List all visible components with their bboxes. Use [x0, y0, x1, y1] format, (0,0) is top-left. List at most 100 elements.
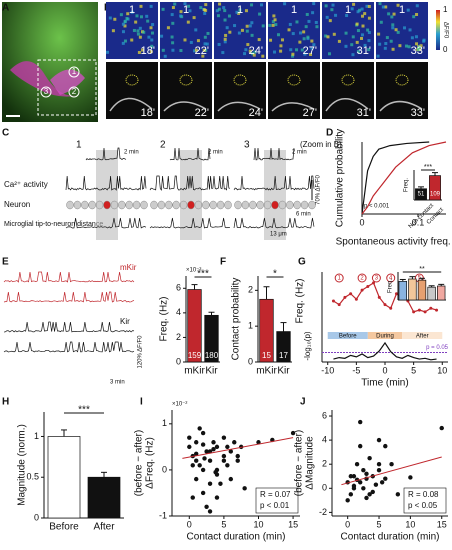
heatmap-speck [304, 25, 308, 29]
heatmap-speck [126, 12, 130, 16]
heatmap-speck [204, 48, 208, 52]
heatmap-speck [137, 50, 141, 54]
stats-label: R = 0.08 [408, 490, 439, 499]
heatmap-speck [379, 20, 383, 24]
scale-label: 6 min [296, 212, 311, 218]
series-line [333, 341, 437, 361]
neuron [172, 200, 180, 210]
point [343, 295, 347, 299]
heatmap-speck [306, 35, 310, 39]
heatmap-speck [222, 6, 226, 10]
heatmap-speck [367, 16, 371, 20]
y-tick-label: 0 [176, 356, 181, 366]
heatmap-speck [111, 29, 115, 33]
neuron [308, 200, 316, 210]
heatmap-speck [345, 14, 349, 18]
heatmap-speck [404, 44, 408, 48]
neuron [249, 200, 257, 210]
roi-label: 1 [291, 4, 297, 16]
point [331, 299, 335, 303]
gray-tile [376, 62, 428, 119]
n-label: 180 [205, 351, 219, 360]
heatmap-speck [196, 39, 200, 43]
heatmap-speck [307, 19, 311, 23]
heatmap-speck [299, 31, 303, 35]
neuron [224, 200, 232, 210]
heatmap-speck [288, 22, 292, 26]
colorbar [436, 10, 440, 50]
heatmap-speck [194, 48, 198, 52]
micrograph [2, 2, 98, 122]
x-axis-label: Spontaneous activity freq. (Hz) [336, 237, 452, 248]
x-tick-label: -5 [352, 365, 360, 375]
point [370, 489, 375, 495]
heatmap-speck [123, 39, 127, 43]
heatmap-speck [171, 41, 175, 45]
time-label: 31' [357, 107, 371, 119]
heatmap-speck [363, 43, 367, 47]
point [373, 482, 379, 487]
heatmap-speck [325, 15, 329, 19]
heatmap-speck [136, 29, 140, 33]
heatmap-speck [237, 31, 241, 35]
heatmap-speck [365, 4, 369, 8]
point [376, 468, 382, 473]
heatmap-speck [277, 33, 281, 37]
heatmap-speck [260, 3, 264, 7]
neuron [216, 200, 225, 210]
segment-label: 2 [360, 276, 364, 282]
x-tick-label: 5 [221, 519, 226, 529]
heatmap-speck [183, 2, 187, 6]
heatmap-speck [248, 49, 252, 53]
heatmap-speck [324, 4, 328, 8]
heatmap-speck [279, 44, 283, 48]
heatmap-speck [130, 38, 134, 42]
point [349, 292, 353, 296]
heatmap-speck [106, 50, 110, 54]
heatmap-speck [166, 26, 170, 30]
point [190, 463, 195, 468]
time-label: 33' [411, 107, 425, 119]
bar [427, 286, 436, 301]
x-tick-label: 0 [382, 365, 387, 375]
heatmap-speck [295, 20, 299, 24]
heatmap-speck [223, 9, 227, 13]
n-label: 51 [418, 192, 425, 198]
heatmap-speck [132, 28, 136, 32]
heatmap-speck [408, 28, 412, 32]
significance: *** [78, 405, 90, 416]
point [376, 462, 382, 467]
x-tick-label: mKir [256, 366, 277, 377]
trace [169, 147, 211, 161]
heatmap-speck [312, 2, 316, 6]
point [361, 468, 366, 473]
heatmap-speck [204, 8, 208, 12]
heatmap-speck [217, 42, 221, 46]
point [377, 295, 381, 299]
point [194, 476, 199, 482]
heatmap-speck [187, 4, 191, 8]
heatmap-speck [272, 50, 276, 54]
heatmap-speck [412, 15, 416, 19]
trace [85, 147, 127, 161]
neuron [103, 200, 111, 210]
point [200, 442, 206, 447]
n-label: 109 [430, 192, 441, 198]
neuron [187, 200, 195, 210]
heatmap-speck [224, 33, 228, 37]
y-tick-label: 0.5 [26, 472, 39, 482]
point [412, 310, 416, 314]
time-label: 22' [195, 45, 209, 57]
point [211, 446, 216, 452]
heatmap-speck [344, 31, 348, 35]
heatmap-speck [268, 23, 272, 27]
y-axis-label: Freq. (Hz) [295, 279, 306, 324]
process [163, 101, 207, 112]
y-axis-label: (before − after) [294, 430, 305, 496]
gray-tile [322, 62, 374, 119]
panel-label: F [220, 257, 226, 268]
x-tick-label: After [93, 522, 115, 533]
heatmap-speck [225, 26, 229, 30]
process [217, 101, 261, 112]
trace [233, 175, 315, 191]
